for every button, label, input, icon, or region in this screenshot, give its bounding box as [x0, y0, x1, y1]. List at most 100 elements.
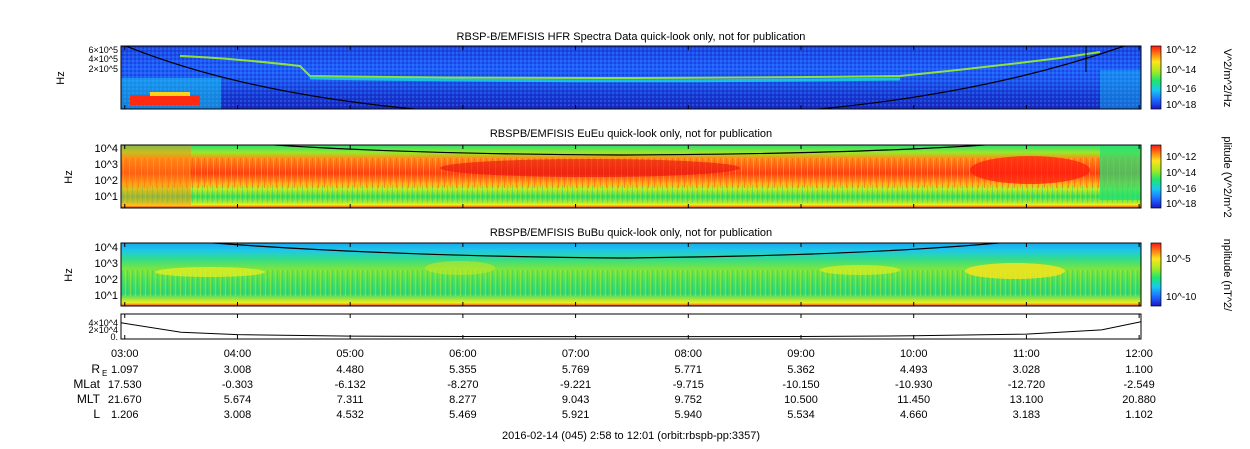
- bubu-ytick: 10^4: [94, 242, 118, 254]
- ephemeris-value: 3.008: [224, 364, 252, 376]
- bubu-ytick: 10^2: [94, 274, 118, 286]
- eueu-colorbar: [1150, 144, 1162, 209]
- line-ytick: 4×10^4: [88, 318, 118, 328]
- ephemeris-row-label: R: [91, 362, 100, 376]
- eueu-cbar-tick: 10^-14: [1166, 168, 1197, 179]
- bubu-colorbar: [1150, 242, 1162, 307]
- ephemeris-value: 8.277: [449, 394, 477, 406]
- ephemeris-value: -9.715: [673, 379, 704, 391]
- ephemeris-value: 3.183: [1013, 409, 1041, 421]
- ephemeris-value: 10.500: [784, 394, 818, 406]
- eueu-spectrogram: [121, 145, 1141, 208]
- footer-caption: 2016-02-14 (045) 2:58 to 12:01 (orbit:rb…: [502, 430, 760, 442]
- ephemeris-value: 7.311: [337, 394, 364, 406]
- ephemeris-value: 17.530: [108, 379, 142, 391]
- ephemeris-value: -10.930: [895, 379, 932, 391]
- ephemeris-value: 4.493: [900, 364, 928, 376]
- line-yticks: 4×10^4 2×10^4 0.: [88, 318, 118, 342]
- bubu-colorbar-ticks: 10^-5 10^-10: [1166, 254, 1197, 303]
- ephemeris-value: 21.670: [108, 394, 142, 406]
- ephemeris-value: 5.921: [562, 409, 590, 421]
- line-ytick: 2×10^4: [88, 325, 118, 335]
- ephemeris-value: -0.303: [222, 379, 253, 391]
- bubu-cbar-tick: 10^-5: [1166, 254, 1191, 265]
- hfr-cbar-tick: 10^-18: [1166, 100, 1197, 111]
- time-tick-label: 05:00: [336, 348, 364, 360]
- eueu-ylabel: Hz: [63, 170, 75, 183]
- line-series: [120, 321, 1142, 338]
- time-tick-label: 03:00: [111, 348, 139, 360]
- ephemeris-value: 1.206: [111, 409, 139, 421]
- line-ytick: 0.: [110, 332, 118, 342]
- bubu-colorbar-label: nplitude (nT^2/: [1221, 239, 1233, 312]
- eueu-ytick: 10^4: [94, 143, 118, 155]
- ephemeris-value: 4.660: [900, 409, 928, 421]
- ephemeris-value: 5.362: [787, 364, 815, 376]
- hfr-ytick: 2×10^5: [88, 64, 118, 74]
- ephemeris-value: 3.028: [1013, 364, 1041, 376]
- hfr-ylabel: Hz: [55, 71, 67, 84]
- ephemeris-row-label: MLT: [77, 392, 101, 406]
- ephemeris-row-label: MLat: [73, 377, 100, 391]
- ephemeris-value: -6.132: [335, 379, 366, 391]
- ephemeris-value: 5.355: [449, 364, 477, 376]
- time-tick-label: 04:00: [224, 348, 252, 360]
- hfr-cbar-tick: 10^-14: [1166, 65, 1197, 76]
- ephemeris-value: -10.150: [782, 379, 819, 391]
- eueu-yticks: 10^4 10^3 10^2 10^1: [94, 143, 118, 203]
- ephemeris-value: 4.480: [336, 364, 364, 376]
- hfr-ytick: 4×10^5: [88, 54, 118, 64]
- time-tick-label: 08:00: [675, 348, 703, 360]
- hfr-panel-title: RBSP-B/EMFISIS HFR Spectra Data quick-lo…: [457, 31, 806, 43]
- line-panel: 4×10^4 2×10^4 0.: [88, 313, 1142, 342]
- time-tick-label: 12:00: [1125, 348, 1153, 360]
- ephemeris-value: 3.008: [224, 409, 252, 421]
- ephemeris-value: 1.100: [1125, 364, 1153, 376]
- bubu-ytick: 10^3: [94, 258, 118, 270]
- ephemeris-value: 4.532: [336, 409, 364, 421]
- eueu-ytick: 10^3: [94, 159, 118, 171]
- time-tick-label: 06:00: [449, 348, 477, 360]
- hfr-colorbar-ticks: 10^-12 10^-14 10^-16 10^-18: [1166, 45, 1197, 111]
- eueu-cbar-tick: 10^-16: [1166, 184, 1197, 195]
- ephemeris-value: -9.221: [560, 379, 591, 391]
- ephemeris-value: 9.752: [675, 394, 703, 406]
- hfr-panel: RBSP-B/EMFISIS HFR Spectra Data quick-lo…: [55, 31, 1233, 111]
- ephemeris-value: 5.940: [675, 409, 703, 421]
- hfr-yticks: 6×10^5 4×10^5 2×10^5: [88, 45, 118, 74]
- ephemeris-row-sublabel: E: [102, 369, 107, 378]
- hfr-spectrogram: [121, 46, 1141, 109]
- ephemeris-value: 1.102: [1125, 409, 1153, 421]
- eueu-colorbar-label: plitude (V^2/m^2: [1221, 136, 1233, 217]
- hfr-ytick: 6×10^5: [88, 45, 118, 55]
- ephemeris-value: -12.720: [1008, 379, 1045, 391]
- bubu-ylabel: Hz: [63, 268, 75, 281]
- ephemeris-row-label: L: [93, 407, 100, 421]
- ephemeris-value: -2.549: [1124, 379, 1155, 391]
- eueu-panel: RBSPB/EMFISIS EuEu quick-look only, not …: [63, 128, 1233, 218]
- eueu-panel-title: RBSPB/EMFISIS EuEu quick-look only, not …: [490, 128, 772, 140]
- bubu-ytick: 10^1: [94, 290, 118, 302]
- bubu-cbar-tick: 10^-10: [1166, 292, 1197, 303]
- ephemeris-value: 13.100: [1010, 394, 1044, 406]
- ephemeris-value: 20.880: [1122, 394, 1156, 406]
- bubu-spectrogram: [121, 243, 1141, 306]
- ephemeris-value: 9.043: [562, 394, 590, 406]
- hfr-colorbar: [1150, 45, 1162, 110]
- time-tick-label: 09:00: [787, 348, 815, 360]
- eueu-cbar-tick: 10^-18: [1166, 199, 1197, 210]
- eueu-ytick: 10^1: [94, 191, 118, 203]
- ephemeris-value: 5.469: [449, 409, 477, 421]
- hfr-cbar-tick: 10^-16: [1166, 84, 1197, 95]
- ephemeris-value: 11.450: [897, 394, 930, 406]
- ephemeris-value: -8.270: [447, 379, 478, 391]
- ephemeris-value: 1.097: [111, 364, 139, 376]
- hfr-cbar-tick: 10^-12: [1166, 45, 1197, 56]
- time-axis-ticks: 03:00 04:00 05:00 06:00 07:00 08:00 09:00 10:00…: [111, 46, 1153, 360]
- ephemeris-table: R E 1.097 3.008 4.480 5.355 5.769 5.771 5.362 4.4…: [73, 362, 1156, 421]
- bubu-panel-title: RBSPB/EMFISIS BuBu quick-look only, not …: [490, 227, 772, 239]
- eueu-cbar-tick: 10^-12: [1166, 152, 1197, 163]
- ephemeris-value: 5.674: [224, 394, 252, 406]
- ephemeris-value: 5.534: [787, 409, 815, 421]
- time-tick-label: 07:00: [562, 348, 590, 360]
